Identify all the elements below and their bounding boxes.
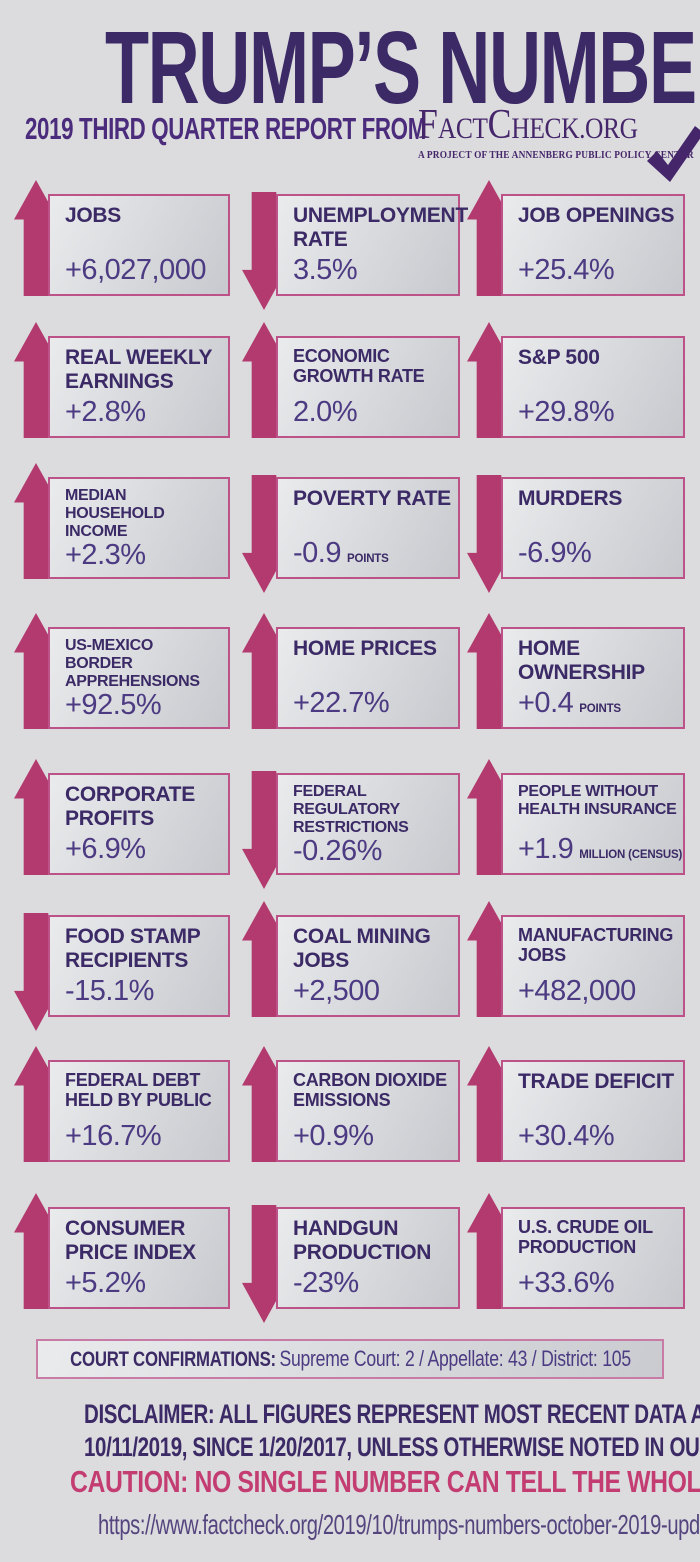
metric-label: UNEMPLOYMENT RATE (293, 204, 468, 251)
metric-card-trade-deficit: TRADE DEFICIT +30.4% (467, 1046, 685, 1162)
metric-card-crude-oil-production: U.S. CRUDE OIL PRODUCTION +33.6% (467, 1193, 685, 1309)
metric-label: REAL WEEKLY EARNINGS (65, 346, 212, 393)
metric-label: TRADE DEFICIT (518, 1070, 674, 1093)
metric-card-median-household-income: MEDIAN HOUSEHOLD INCOME +2.3% (14, 463, 230, 579)
metric-card-poverty-rate: POVERTY RATE -0.9 POINTS (242, 475, 460, 593)
metric-card-coal-mining-jobs: COAL MINING JOBS +2,500 (242, 901, 460, 1017)
metric-label: MURDERS (518, 487, 623, 510)
metric-label: S&P 500 (518, 346, 600, 369)
caution-text: CAUTION: NO SINGLE NUMBER CAN TELL THE W… (70, 1464, 700, 1499)
checkmark-icon (647, 126, 700, 182)
metric-card-consumer-price-index: CONSUMER PRICE INDEX +5.2% (14, 1193, 230, 1309)
factcheck-logo-wordmark: FACTCHECK.ORG (418, 102, 638, 148)
metric-value: -0.26% (293, 835, 382, 868)
metric-value: +2.8% (65, 396, 146, 428)
metric-suffix: POINTS (346, 553, 389, 565)
metric-value: 2.0% (293, 396, 358, 428)
metric-value: -15.1% (65, 975, 154, 1007)
page-title: TRUMP’S NUMBERS (105, 10, 700, 125)
metric-value: +0.9% (293, 1120, 374, 1152)
metric-value: -23% (293, 1267, 359, 1299)
disclaimer-text: DISCLAIMER: ALL FIGURES REPRESENT MOST R… (84, 1398, 700, 1464)
metric-card-sp500: S&P 500 +29.8% (467, 322, 685, 438)
metric-card-people-without-health-insurance: PEOPLE WITHOUT HEALTH INSURANCE +1.9 MILLI… (467, 759, 685, 875)
metric-label: POVERTY RATE (293, 487, 451, 510)
metric-value: +22.7% (293, 687, 390, 719)
disclaimer-line-1: DISCLAIMER: ALL FIGURES REPRESENT MOST R… (84, 1399, 700, 1429)
metric-label: MEDIAN HOUSEHOLD INCOME (65, 487, 165, 541)
metric-card-corporate-profits: CORPORATE PROFITS +6.9% (14, 759, 230, 875)
metric-label: ECONOMIC GROWTH RATE (293, 346, 425, 387)
court-confirmations-box: COURT CONFIRMATIONS: Supreme Court: 2 / … (36, 1339, 664, 1379)
metric-label: CORPORATE PROFITS (65, 783, 195, 830)
metric-value: +16.7% (65, 1120, 162, 1152)
metric-card-murders: MURDERS -6.9% (467, 475, 685, 593)
metric-label: MANUFACTURING JOBS (518, 925, 674, 966)
metric-value: +25.4% (518, 254, 615, 286)
metric-value: +29.8% (518, 396, 615, 428)
metric-card-home-ownership: HOME OWNERSHIP +0.4 POINTS (467, 613, 685, 729)
metric-card-manufacturing-jobs: MANUFACTURING JOBS +482,000 (467, 901, 685, 1017)
metric-value: +30.4% (518, 1120, 615, 1152)
metric-label: FEDERAL REGULATORY RESTRICTIONS (293, 783, 409, 837)
metric-label: PEOPLE WITHOUT HEALTH INSURANCE (518, 783, 677, 819)
metric-label: CONSUMER PRICE INDEX (65, 1217, 196, 1264)
metric-value: +0.4 (518, 687, 574, 719)
metric-label: COAL MINING JOBS (293, 925, 431, 972)
metric-value: +92.5% (65, 689, 162, 722)
source-url-link[interactable]: https://www.factcheck.org/2019/10/trumps… (97, 1509, 700, 1540)
metric-card-border-apprehensions: US-MEXICO BORDER APPREHENSIONS +92.5% (14, 613, 230, 729)
metric-value: +2,500 (293, 975, 380, 1007)
metric-value: +1.9 (518, 833, 574, 865)
metric-label: JOB OPENINGS (518, 204, 675, 227)
metric-card-unemployment-rate: UNEMPLOYMENT RATE 3.5% (242, 192, 468, 310)
disclaimer-line-2: 10/11/2019, SINCE 1/20/2017, UNLESS OTHE… (84, 1432, 700, 1462)
metric-value: -0.9 (293, 537, 341, 569)
report-subtitle: 2019 THIRD QUARTER REPORT FROM (25, 111, 426, 146)
metric-value: +6.9% (65, 833, 146, 865)
metric-value: -6.9% (518, 537, 592, 569)
metric-card-handgun-production: HANDGUN PRODUCTION -23% (242, 1205, 460, 1323)
metric-label: FEDERAL DEBT HELD BY PUBLIC (65, 1070, 212, 1111)
metric-value: +6,027,000 (65, 254, 206, 286)
metric-card-carbon-dioxide-emissions: CARBON DIOXIDE EMISSIONS +0.9% (242, 1046, 460, 1162)
metric-value: +2.3% (65, 539, 146, 572)
metric-label: US-MEXICO BORDER APPREHENSIONS (65, 637, 200, 691)
factcheck-logo: FACTCHECK.ORG A Project of the Annenberg… (418, 102, 700, 182)
metric-value: +482,000 (518, 975, 636, 1007)
metric-label: CARBON DIOXIDE EMISSIONS (293, 1070, 447, 1111)
metric-card-real-weekly-earnings: REAL WEEKLY EARNINGS +2.8% (14, 322, 230, 438)
metric-label: JOBS (65, 204, 121, 227)
metric-card-federal-debt: FEDERAL DEBT HELD BY PUBLIC +16.7% (14, 1046, 230, 1162)
metric-card-economic-growth-rate: ECONOMIC GROWTH RATE 2.0% (242, 322, 460, 438)
metric-suffix: POINTS (579, 703, 621, 715)
metric-value: +5.2% (65, 1267, 146, 1299)
metric-card-job-openings: JOB OPENINGS +25.4% (467, 180, 685, 296)
metric-label: U.S. CRUDE OIL PRODUCTION (518, 1217, 653, 1258)
metric-value: +33.6% (518, 1267, 615, 1299)
factcheck-logo-tagline: A Project of the Annenberg Public Policy… (418, 149, 694, 161)
metric-card-jobs: JOBS +6,027,000 (14, 180, 230, 296)
metric-suffix: MILLION (CENSUS) (579, 849, 683, 861)
court-confirmations-values: Supreme Court: 2 / Appellate: 43 / Distr… (278, 1346, 631, 1371)
metric-card-home-prices: HOME PRICES +22.7% (242, 613, 460, 729)
metric-label: HOME OWNERSHIP (518, 637, 645, 684)
metric-value: 3.5% (293, 254, 358, 286)
court-confirmations-label: COURT CONFIRMATIONS: (69, 1348, 276, 1371)
metric-label: FOOD STAMP RECIPIENTS (65, 925, 201, 972)
metric-card-food-stamp-recipients: FOOD STAMP RECIPIENTS -15.1% (14, 913, 230, 1031)
metric-label: HANDGUN PRODUCTION (293, 1217, 432, 1264)
metric-label: HOME PRICES (293, 637, 437, 660)
metric-card-federal-regulatory-restrictions: FEDERAL REGULATORY RESTRICTIONS -0.26% (242, 771, 460, 889)
